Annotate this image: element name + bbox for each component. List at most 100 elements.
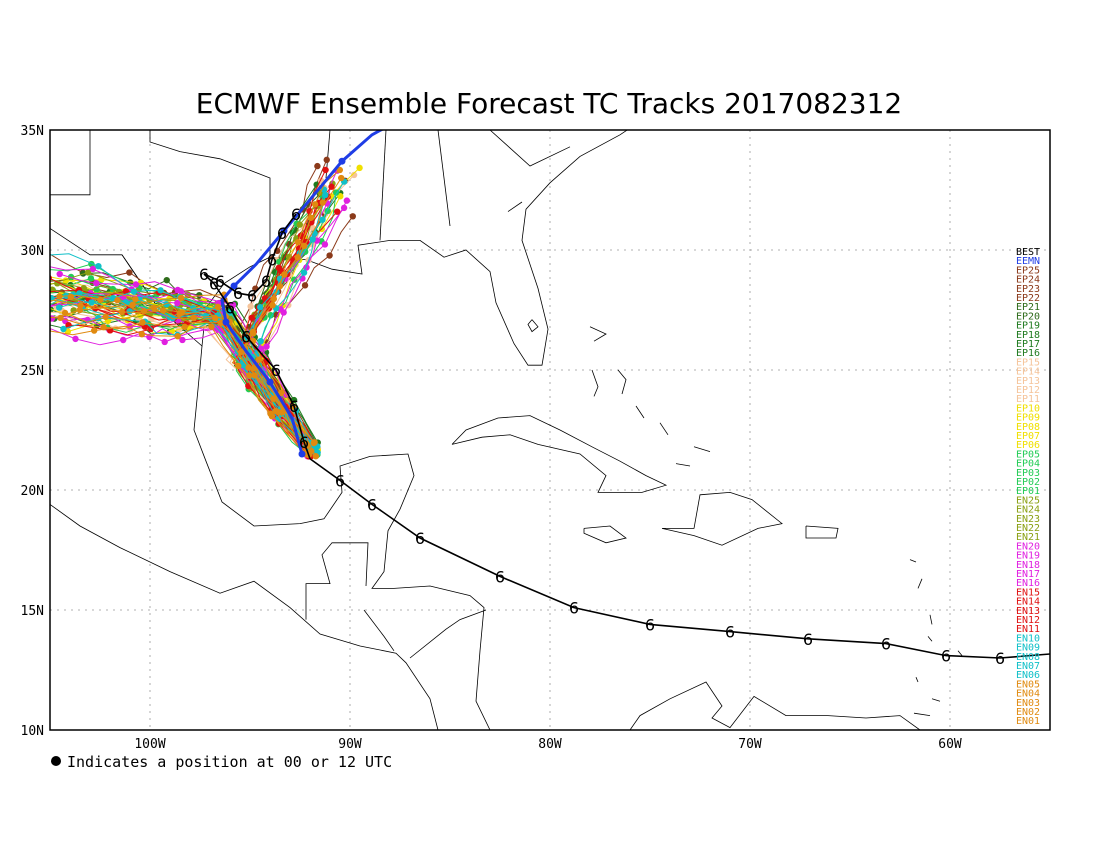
coastline	[915, 677, 919, 683]
legend-label: EN13	[1016, 606, 1040, 617]
ensemble-position-dot	[323, 156, 330, 164]
legend-label: EN05	[1016, 679, 1040, 690]
legend-label: EP02	[1016, 477, 1040, 488]
ensemble-position-dot	[267, 312, 275, 319]
ensemble-position-dot	[294, 238, 302, 246]
coastline	[50, 504, 439, 730]
coastline	[219, 158, 271, 258]
ensemble-position-dot	[67, 293, 75, 301]
coastline	[305, 542, 369, 620]
ensemble-position-dot	[28, 300, 34, 306]
lon-tick-label: 100W	[134, 737, 165, 752]
hurricane-symbol-icon: 6	[215, 272, 225, 291]
ensemble-position-dot	[350, 171, 358, 179]
ensemble-position-dot	[26, 293, 32, 299]
ensemble-position-dot	[40, 306, 46, 312]
eemn-position-dot	[222, 318, 230, 326]
coastline	[437, 130, 451, 227]
ensemble-position-dot	[7, 276, 13, 282]
legend-label: EN02	[1016, 707, 1040, 718]
legend-label: EN07	[1016, 661, 1040, 672]
longitude-tick-labels: 100W 90W 80W 70W 60W	[134, 737, 962, 752]
ensemble-position-dot	[314, 162, 321, 170]
lat-tick-label: 25N	[21, 364, 44, 379]
ensemble-track-line	[50, 253, 309, 452]
ensemble-position-dot	[50, 275, 52, 281]
coastline	[661, 491, 783, 546]
member-legend: BESTEEMNEP25EP24EP23EP22EP21EP20EP19EP18…	[1016, 247, 1040, 727]
ensemble-position-dot	[275, 409, 282, 416]
ensemble-track-line	[231, 202, 324, 455]
hurricane-symbol-icon: 6	[247, 287, 257, 306]
legend-label: EN08	[1016, 652, 1040, 663]
coastline	[805, 525, 839, 539]
coastline	[693, 446, 711, 452]
legend-label: EP19	[1016, 321, 1040, 332]
ensemble-position-dot	[349, 213, 356, 220]
hurricane-symbol-icon: 6	[495, 567, 505, 586]
hurricane-symbol-icon: 6	[569, 599, 579, 618]
legend-label: EN11	[1016, 624, 1040, 635]
ensemble-position-dot	[36, 303, 42, 309]
hurricane-symbol-icon: 6	[367, 495, 377, 514]
ensemble-position-dot	[246, 372, 253, 379]
hurricane-symbol-icon: 6	[725, 623, 735, 642]
coastline	[913, 712, 931, 716]
ensemble-position-dot	[26, 303, 32, 309]
legend-label: EEMN	[1016, 256, 1040, 267]
legend-label: EP10	[1016, 403, 1040, 414]
ensemble-position-dot	[114, 297, 121, 304]
ensemble-position-dot	[307, 214, 315, 221]
coastline	[917, 578, 923, 589]
best-track-line	[203, 213, 1050, 659]
ensemble-position-dot	[26, 311, 32, 317]
ensemble-position-dot	[338, 174, 345, 182]
hurricane-symbol-icon: 6	[233, 284, 243, 303]
ensemble-position-dot	[343, 197, 351, 204]
ensemble-position-dot	[132, 281, 140, 288]
ensemble-position-dot	[60, 325, 67, 333]
ensemble-position-dot	[88, 299, 95, 306]
coastline	[589, 326, 607, 342]
coastline	[363, 609, 395, 652]
ensemble-position-dot	[118, 308, 126, 316]
legend-label: EP08	[1016, 422, 1040, 433]
legend-label: EP01	[1016, 486, 1040, 497]
ensemble-position-dot	[208, 323, 215, 330]
ensemble-position-dot	[248, 314, 256, 321]
hurricane-symbol-icon: 6	[271, 361, 281, 380]
coastline	[507, 201, 523, 212]
ensemble-track-line	[50, 290, 309, 445]
ensemble-track-line	[238, 177, 342, 446]
legend-label: EN22	[1016, 523, 1040, 534]
ensemble-position-dot	[140, 308, 148, 315]
legend-label: EP03	[1016, 468, 1040, 479]
hurricane-symbol-icon: 6	[299, 433, 309, 452]
ensemble-position-dot	[301, 282, 309, 289]
ensemble-position-dot	[122, 288, 130, 295]
lon-tick-label: 80W	[538, 737, 562, 752]
legend-label: EN10	[1016, 633, 1040, 644]
coastline	[591, 369, 599, 397]
ensemble-position-dot	[300, 269, 308, 276]
legend-label: EP12	[1016, 385, 1040, 396]
ensemble-position-dot	[163, 276, 170, 284]
legend-label: EN12	[1016, 615, 1040, 626]
eemn-position-dot	[338, 157, 346, 165]
chart-title: ECMWF Ensemble Forecast TC Tracks 201708…	[196, 87, 903, 120]
legend-label: EP14	[1016, 367, 1040, 378]
eemn-position-dot	[391, 119, 398, 126]
ensemble-track-line	[50, 279, 309, 444]
coastline	[659, 422, 669, 436]
ensemble-position-dot	[312, 452, 319, 460]
ensemble-position-dot	[26, 284, 32, 290]
ensemble-position-dot	[257, 337, 264, 345]
legend-label: EP16	[1016, 348, 1040, 359]
ensemble-position-dot	[139, 319, 146, 326]
footnote-dot-icon	[51, 756, 61, 766]
ensemble-position-dot	[138, 331, 146, 338]
hurricane-symbol-icon: 6	[645, 615, 655, 634]
ensemble-position-dot	[311, 201, 319, 208]
lon-tick-label: 60W	[938, 737, 962, 752]
legend-label: EP06	[1016, 440, 1040, 451]
